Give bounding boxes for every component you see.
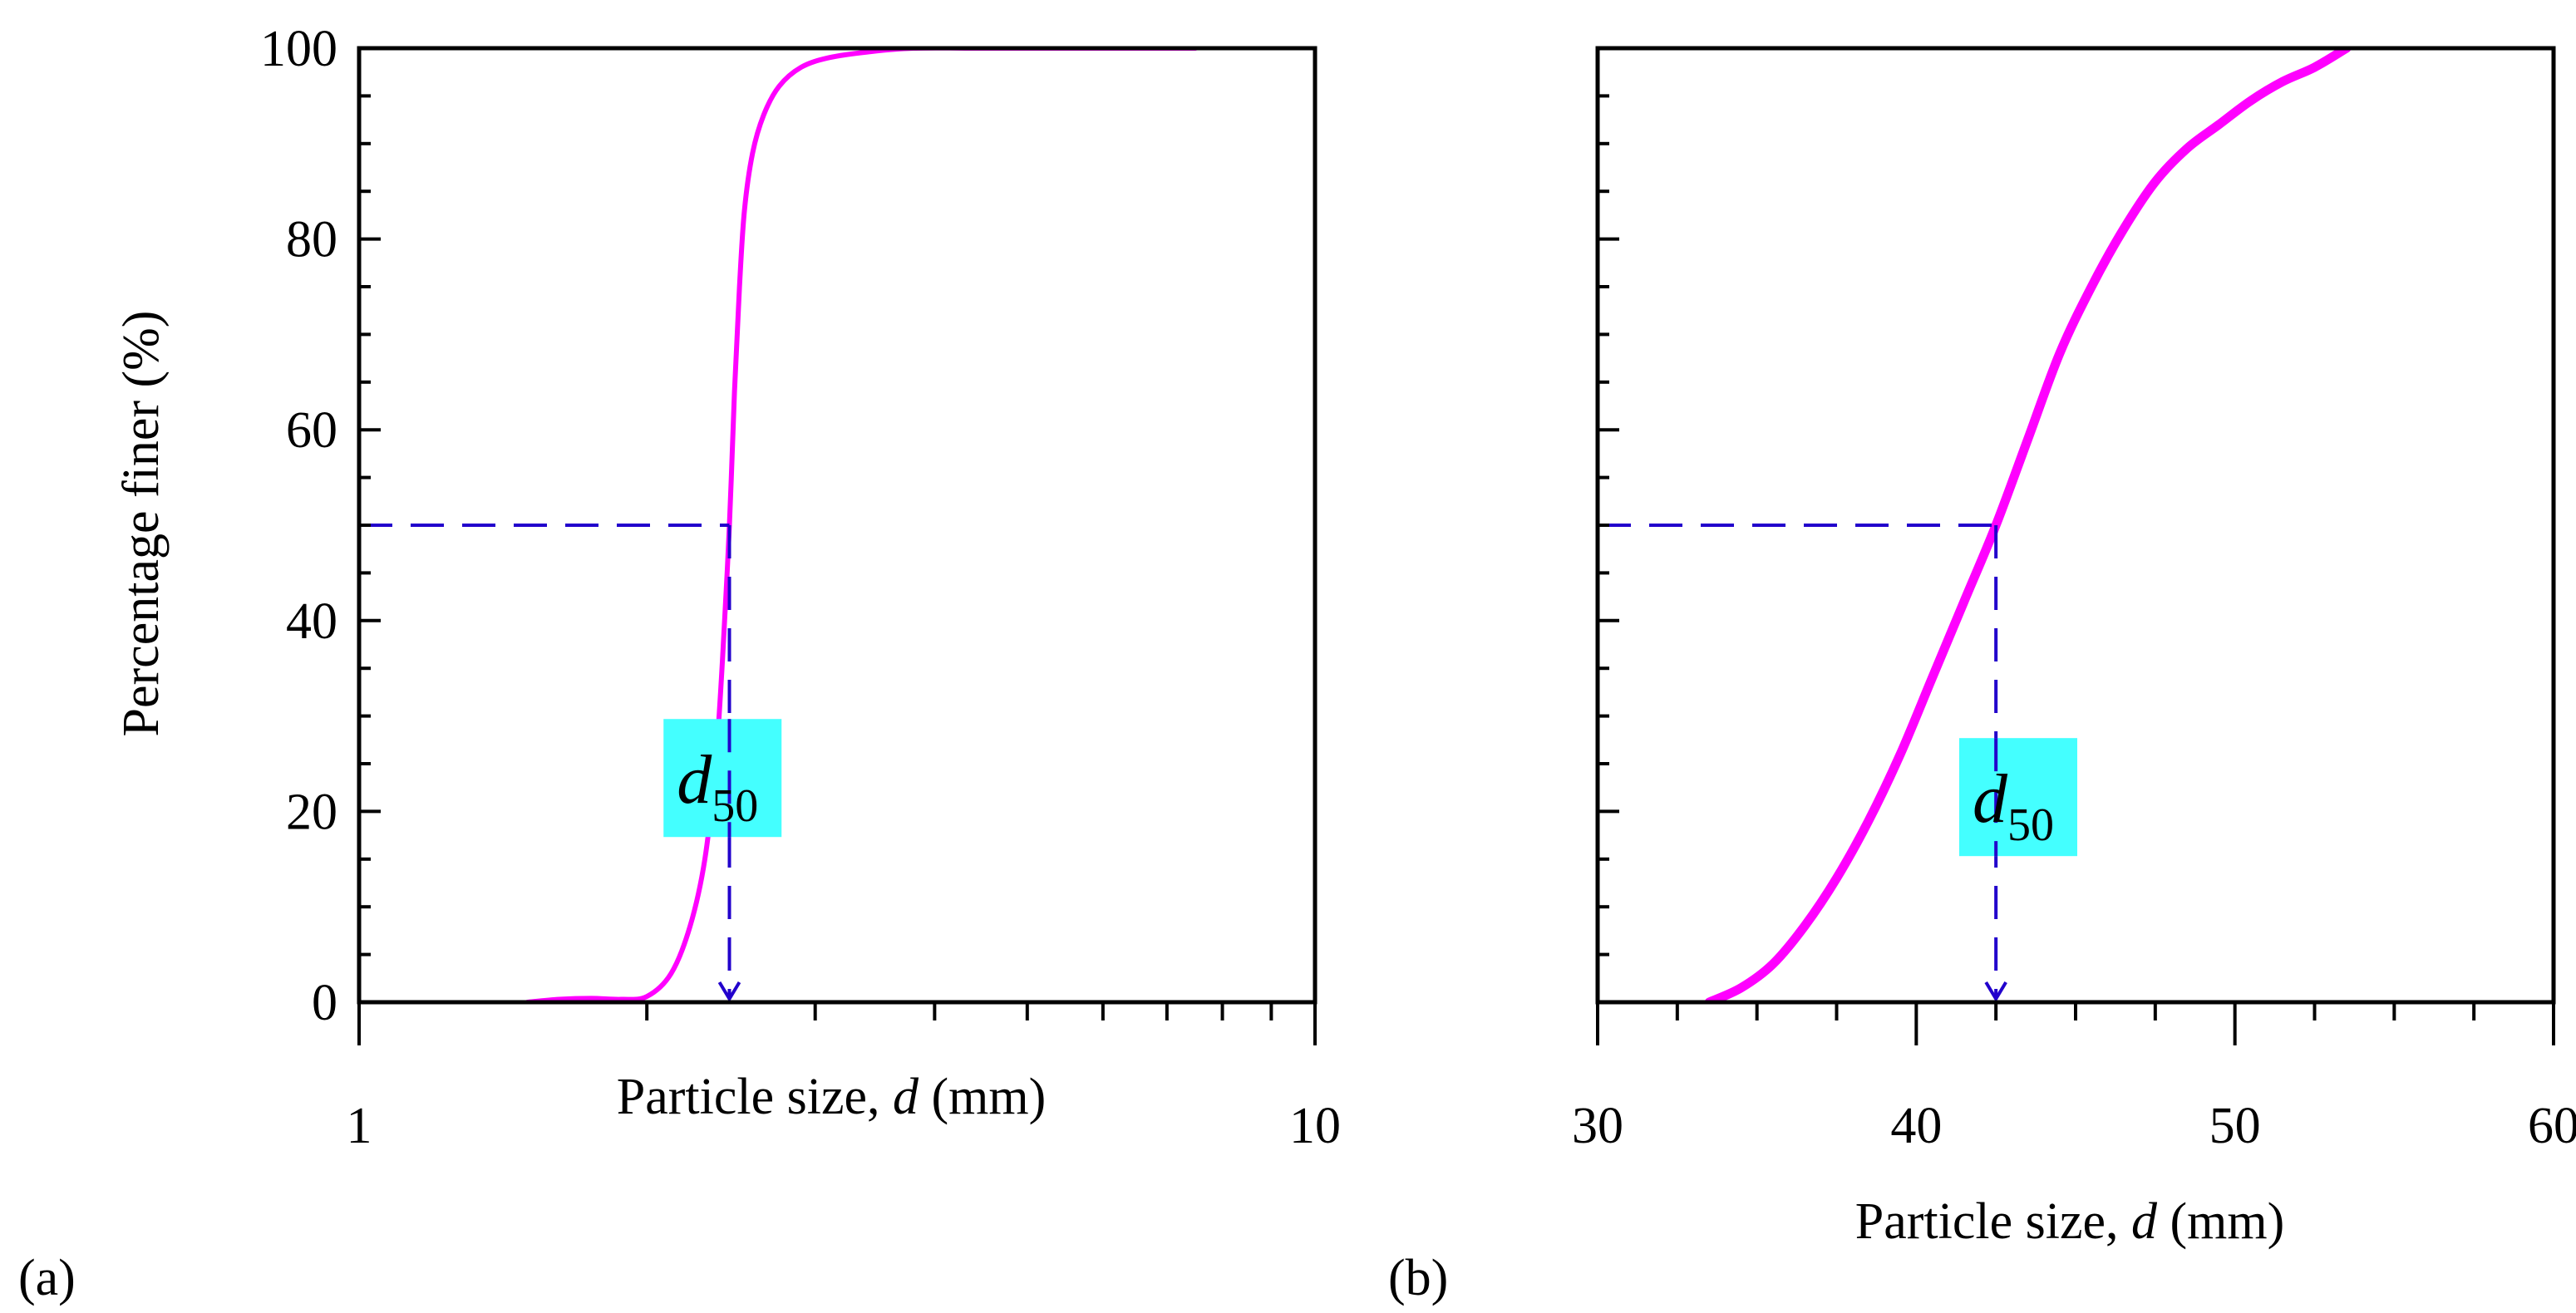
b-x-tick-label: 50: [2209, 1098, 2261, 1154]
panel-b-y-ticks: [1598, 47, 1619, 1004]
panel-b-x-ticks: 30 40 50 60: [1572, 1002, 2576, 1154]
panel-b-series-group: [1704, 48, 2352, 1002]
panel-b-chart: d50 30 40 50 60 Particle size, d (mm) (b): [1388, 46, 2576, 1306]
a-x-tick-label: 10: [1289, 1098, 1341, 1154]
a-y-tick-label: 100: [260, 21, 337, 77]
b-d50-label: d50: [1973, 760, 2054, 851]
panel-b-x-axis-title: Particle size, d (mm): [1855, 1193, 2285, 1250]
a-y-tick-label: 80: [286, 212, 337, 268]
a-y-tick-label: 0: [312, 975, 337, 1031]
panel-b-d50-marker: d50: [1598, 524, 2077, 1002]
b-series-line: [1704, 48, 2352, 1002]
a-y-tick-label: 20: [286, 784, 337, 840]
panel-a-plot-frame: [357, 46, 1318, 1005]
panel-a-y-axis-title: Percentage finer (%): [113, 311, 170, 737]
a-d50-label-box: [663, 719, 782, 838]
panel-a-chart: d50 0 20 40 60 80 100 1 10 Particle size, d (m…: [18, 21, 1341, 1306]
panel-b-plot-frame: [1595, 46, 2556, 1005]
a-y-tick-label: 60: [286, 402, 337, 459]
panel-a-x-ticks: 1 10: [347, 1002, 1341, 1154]
b-x-tick-label: 60: [2528, 1098, 2576, 1154]
a-d50-arrowhead: [717, 981, 741, 1002]
panel-a-y-ticks: 0 20 40 60 80 100: [260, 21, 381, 1031]
panel-a-d50-marker: d50: [359, 524, 782, 1002]
b-d50-arrowhead: [1984, 981, 2007, 1002]
a-d50-label: d50: [677, 741, 758, 832]
panel-b-label: (b): [1388, 1250, 1448, 1306]
panel-a-label: (a): [18, 1250, 76, 1306]
b-x-tick-label: 30: [1572, 1098, 1623, 1154]
b-d50-label-box: [1959, 738, 2077, 857]
a-x-tick-label: 1: [347, 1098, 372, 1154]
b-x-tick-label: 40: [1890, 1098, 1942, 1154]
a-y-tick-label: 40: [286, 593, 337, 650]
panel-a-x-axis-title: Particle size, d (mm): [617, 1069, 1047, 1125]
